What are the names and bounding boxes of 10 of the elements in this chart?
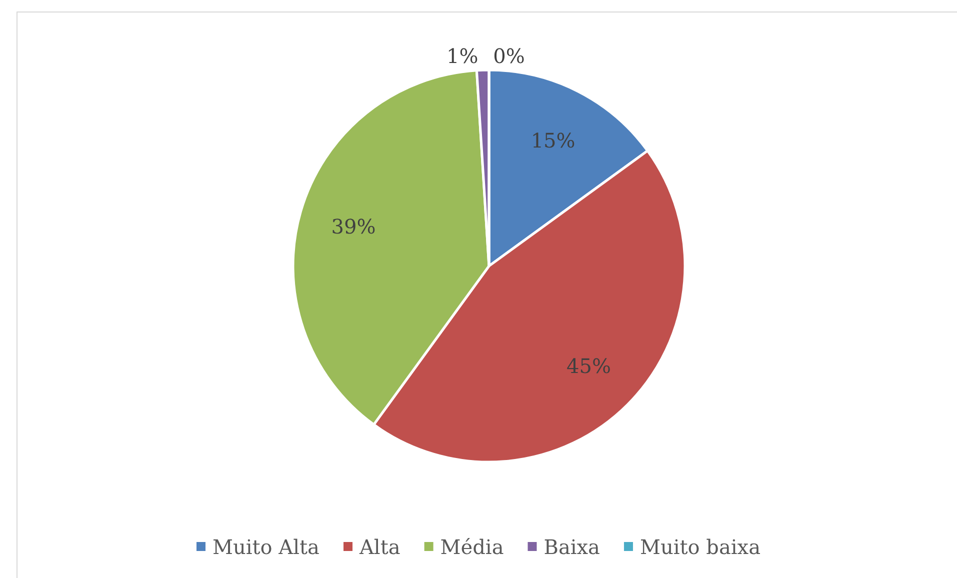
text: 0% bbox=[493, 44, 525, 68]
data-label: 39% bbox=[331, 214, 376, 239]
data-label: 15% bbox=[530, 128, 576, 152]
legend-label: Muito Alta bbox=[212, 535, 320, 559]
legend-label: Muito baixa bbox=[640, 535, 761, 559]
data-label: 45% bbox=[566, 354, 612, 378]
legend-label: Alta bbox=[358, 535, 400, 559]
legend-label: Baixa bbox=[544, 535, 600, 559]
legend-label: Média bbox=[440, 535, 504, 559]
data-label: 1% bbox=[446, 44, 478, 68]
